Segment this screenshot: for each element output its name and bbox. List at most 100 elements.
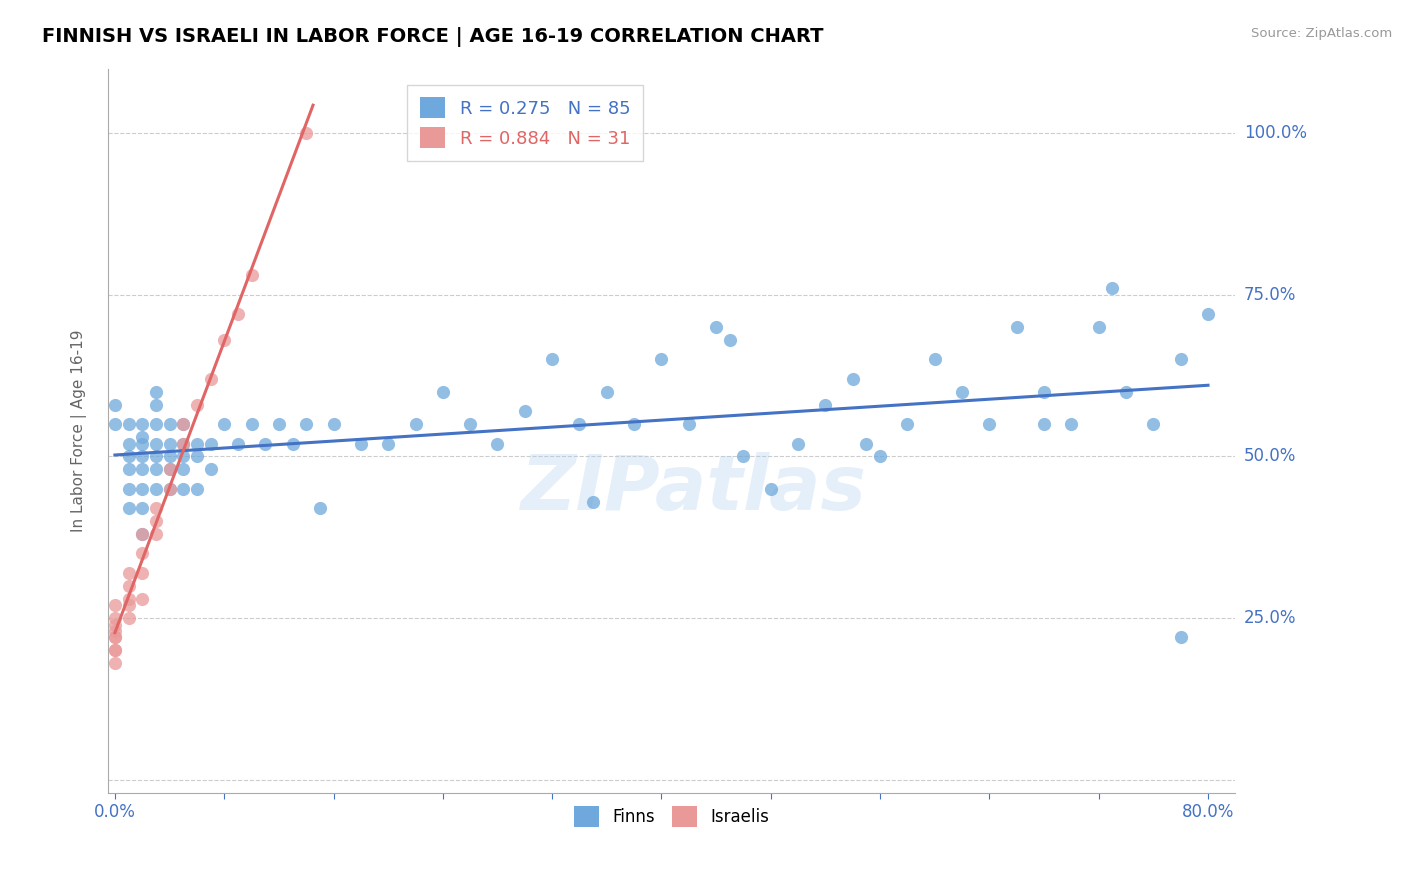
Point [678,417,700,431]
Point [226,436,249,450]
Point [350,436,373,450]
Point [172,436,194,450]
Point [1197,307,1219,321]
Point [131,591,153,606]
Point [787,436,810,450]
Point [104,657,127,671]
Point [869,450,891,464]
Point [281,436,304,450]
Point [159,450,181,464]
Point [172,417,194,431]
Point [718,333,741,347]
Point [405,417,427,431]
Point [117,579,139,593]
Point [855,436,877,450]
Point [145,450,167,464]
Point [159,462,181,476]
Point [145,482,167,496]
Point [104,611,127,625]
Point [295,417,318,431]
Point [117,591,139,606]
Point [582,494,605,508]
Text: 50.0%: 50.0% [1244,448,1296,466]
Point [240,417,263,431]
Point [104,617,127,632]
Point [131,566,153,580]
Point [117,501,139,516]
Point [896,417,918,431]
Point [1170,352,1192,367]
Text: FINNISH VS ISRAELI IN LABOR FORCE | AGE 16-19 CORRELATION CHART: FINNISH VS ISRAELI IN LABOR FORCE | AGE … [42,27,824,46]
Point [159,436,181,450]
Point [814,398,837,412]
Point [267,417,290,431]
Point [200,462,222,476]
Point [1005,320,1028,334]
Text: 25.0%: 25.0% [1244,609,1296,627]
Point [1033,384,1056,399]
Point [131,482,153,496]
Point [145,462,167,476]
Point [623,417,645,431]
Point [226,307,249,321]
Point [104,643,127,657]
Point [172,462,194,476]
Point [650,352,672,367]
Point [950,384,973,399]
Point [172,436,194,450]
Point [104,398,127,412]
Point [254,436,277,450]
Point [924,352,946,367]
Point [145,417,167,431]
Point [212,417,235,431]
Point [1033,417,1056,431]
Point [131,527,153,541]
Text: Source: ZipAtlas.com: Source: ZipAtlas.com [1251,27,1392,40]
Point [145,514,167,528]
Point [104,417,127,431]
Point [1142,417,1164,431]
Text: ZIPatlas: ZIPatlas [522,451,868,525]
Point [172,417,194,431]
Point [1101,281,1123,295]
Point [131,436,153,450]
Point [117,566,139,580]
Point [596,384,619,399]
Point [131,462,153,476]
Point [159,482,181,496]
Point [159,417,181,431]
Point [186,450,208,464]
Point [200,372,222,386]
Point [104,643,127,657]
Point [145,527,167,541]
Point [377,436,399,450]
Point [186,398,208,412]
Point [117,482,139,496]
Point [733,450,755,464]
Point [104,598,127,612]
Point [117,417,139,431]
Point [117,611,139,625]
Point [186,482,208,496]
Point [145,501,167,516]
Point [131,417,153,431]
Legend: Finns, Israelis: Finns, Israelis [567,798,778,835]
Point [322,417,344,431]
Point [486,436,509,450]
Point [145,384,167,399]
Point [704,320,727,334]
Point [1115,384,1137,399]
Point [131,527,153,541]
Point [159,482,181,496]
Point [104,631,127,645]
Point [104,631,127,645]
Text: 75.0%: 75.0% [1244,285,1296,304]
Point [117,462,139,476]
Point [117,436,139,450]
Text: 100.0%: 100.0% [1244,124,1306,142]
Point [240,268,263,283]
Point [172,450,194,464]
Point [200,436,222,450]
Point [1170,631,1192,645]
Point [979,417,1001,431]
